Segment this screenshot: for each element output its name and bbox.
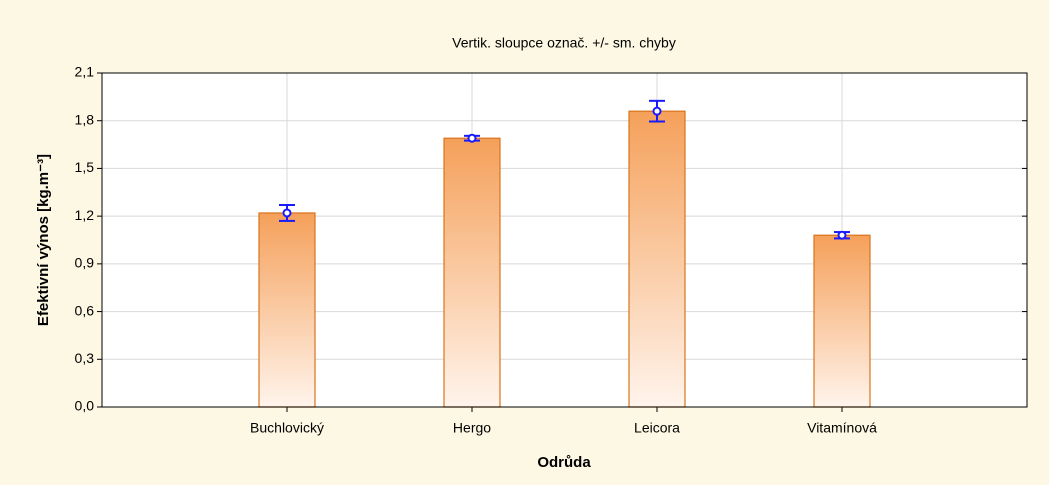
y-tick-label: 1,8 (75, 111, 95, 127)
plot-area (102, 73, 1027, 407)
y-tick-label: 0,9 (75, 255, 95, 271)
chart-title: Vertik. sloupce označ. +/- sm. chyby (452, 35, 676, 51)
y-tick-label: 0,0 (75, 398, 95, 414)
bar (443, 137, 501, 408)
y-tick-label: 0,3 (75, 350, 95, 366)
x-tick-label: Leicora (634, 420, 680, 436)
bar (258, 212, 316, 408)
x-axis-label: Odrůda (537, 454, 591, 471)
bar (813, 234, 871, 408)
x-tick-label: Vitamínová (807, 420, 877, 436)
bar (628, 110, 686, 408)
mean-marker (282, 208, 292, 218)
plot-border (101, 72, 1028, 408)
y-axis-label: Efektivní výnos [kg.m⁻³] (35, 154, 52, 326)
mean-marker (467, 133, 477, 143)
mean-marker (652, 106, 662, 116)
y-tick-label: 1,5 (75, 159, 95, 175)
y-tick-label: 1,2 (75, 207, 95, 223)
y-tick-label: 0,6 (75, 302, 95, 318)
x-tick-label: Hergo (453, 420, 491, 436)
mean-marker (837, 230, 847, 240)
y-tick-label: 2,1 (75, 64, 95, 80)
x-tick-label: Buchlovický (250, 420, 324, 436)
